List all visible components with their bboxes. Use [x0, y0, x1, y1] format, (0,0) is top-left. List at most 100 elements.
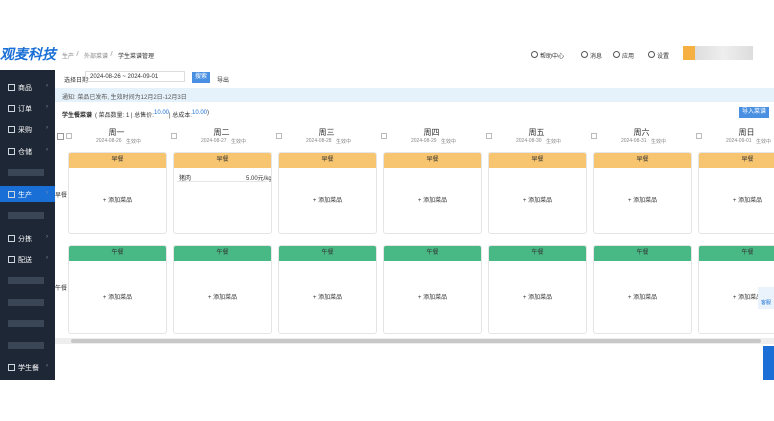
add-dish[interactable]: + 添加菜品 [102, 198, 133, 204]
header-action[interactable]: 应用 [622, 54, 635, 60]
action-icon [613, 51, 620, 58]
day-checkbox [591, 133, 597, 139]
select-all [57, 133, 64, 140]
sidebar-icon [8, 126, 15, 133]
add-dish[interactable]: + 添加菜品 [627, 294, 658, 301]
card-header: 早餐 [69, 153, 166, 168]
sidebar-blur [8, 277, 44, 284]
sidebar-item[interactable]: 采购 [18, 127, 32, 134]
add-dish[interactable]: + 添加菜品 [207, 294, 238, 301]
header-action[interactable]: 消息 [590, 54, 603, 60]
day-name: 周二 [213, 128, 230, 137]
summary-part: ) [207, 110, 209, 116]
sidebar-icon [8, 148, 15, 155]
sidebar-icon [8, 364, 15, 371]
sidebar-item[interactable]: 学生餐 [18, 365, 39, 372]
sidebar-item[interactable]: 订单 [18, 106, 32, 113]
sidebar-item[interactable]: 商品 [18, 85, 32, 92]
header-action[interactable]: 设置 [657, 54, 670, 60]
day-name: 周日 [738, 128, 755, 137]
sidebar-item[interactable]: 仓储 [18, 149, 32, 156]
action-icon [581, 51, 588, 58]
sidebar-blur [8, 212, 44, 219]
avatar-blur [683, 46, 753, 60]
sidebar [0, 70, 55, 380]
day-status: 生效中 [651, 139, 667, 145]
sidebar-icon [8, 191, 15, 198]
card-header: 午餐 [69, 246, 166, 261]
day-checkbox [171, 133, 177, 139]
sidebar-icon [8, 105, 15, 112]
card-header: 午餐 [279, 246, 376, 261]
meal-card: 午餐 + 添加菜品 [488, 245, 587, 334]
meal-label: 午餐 [55, 286, 68, 292]
sidebar-item[interactable]: 配送 [18, 257, 32, 264]
export-button[interactable]: 导出 [217, 78, 230, 84]
add-dish[interactable]: + 添加菜品 [312, 294, 343, 301]
sidebar-arrow: › [46, 255, 48, 261]
action-icon [648, 51, 655, 58]
day-checkbox [486, 133, 492, 139]
day-date: 2024-08-29 [411, 138, 437, 144]
card-header: 早餐 [594, 153, 691, 168]
add-dish[interactable]: + 添加菜品 [522, 198, 553, 204]
summary-part: ( 菜品数量: 1 | 总售价: [95, 113, 154, 119]
day-date: 2024-08-28 [306, 138, 332, 144]
sidebar-item[interactable]: 分拣 [18, 236, 32, 243]
day-name: 周三 [318, 128, 335, 137]
breadcrumb-item[interactable]: 生产 [62, 54, 75, 60]
service-float[interactable]: 客服 [758, 287, 774, 309]
add-dish[interactable]: + 添加菜品 [522, 294, 553, 301]
help-float [763, 346, 774, 380]
day-date: 2024-08-26 [96, 138, 122, 144]
day-status: 生效中 [231, 139, 247, 145]
sidebar-active [0, 186, 55, 202]
meal-card: 早餐 猪肉 5.00元/kg [173, 152, 272, 234]
day-date: 2024-08-30 [516, 138, 542, 144]
day-name: 周四 [423, 128, 440, 137]
breadcrumb-item[interactable]: 外部菜谱 [84, 54, 109, 60]
notice: 通知: 菜品已发布, 生效时间为12月2日-12月3日 [62, 95, 187, 101]
sidebar-blur [8, 299, 44, 306]
meal-card: 午餐 + 添加菜品 [173, 245, 272, 334]
day-name: 周五 [528, 128, 545, 137]
dish-name: 猪肉 [179, 176, 192, 182]
add-dish[interactable]: + 添加菜品 [732, 198, 763, 204]
breadcrumb-sep [110, 50, 113, 57]
add-dish[interactable]: + 添加菜品 [627, 198, 658, 204]
add-dish[interactable]: + 添加菜品 [312, 198, 343, 204]
add-dish[interactable]: + 添加菜品 [732, 294, 763, 301]
meal-card: 早餐 + 添加菜品 [278, 152, 377, 234]
summary-part: 10.00 [192, 110, 208, 116]
day-status: 生效中 [336, 139, 352, 145]
card-header: 早餐 [384, 153, 481, 168]
day-name: 周六 [633, 128, 650, 137]
import-button[interactable]: 导入菜谱 [739, 107, 769, 118]
card-header: 午餐 [594, 246, 691, 261]
meal-label: 早餐 [55, 193, 68, 199]
day-date: 2024-09-01 [726, 138, 752, 144]
card-header: 午餐 [174, 246, 271, 261]
sidebar-arrow: › [46, 190, 48, 196]
sidebar-icon [8, 84, 15, 91]
sidebar-item[interactable]: 生产 [18, 192, 32, 199]
day-status: 生效中 [126, 139, 142, 145]
date-range[interactable]: 2024-08-26 ~ 2024-09-01 [85, 71, 185, 82]
summary-part: 10.00 [154, 110, 170, 116]
day-checkbox [276, 133, 282, 139]
sidebar-arrow: › [46, 363, 48, 369]
meal-card: 午餐 + 添加菜品 [278, 245, 377, 334]
sidebar-icon [8, 235, 15, 242]
card-header: 早餐 [489, 153, 586, 168]
search-button[interactable]: 搜索 [192, 72, 210, 83]
day-date: 2024-08-31 [621, 138, 647, 144]
card-header: 早餐 [279, 153, 376, 168]
add-dish[interactable]: + 添加菜品 [417, 198, 448, 204]
day-checkbox [66, 133, 72, 139]
sidebar-arrow: › [46, 83, 48, 89]
sidebar-blur [8, 342, 44, 349]
day-checkbox [381, 133, 387, 139]
add-dish[interactable]: + 添加菜品 [102, 294, 133, 301]
header-action[interactable]: 帮助中心 [540, 54, 565, 60]
add-dish[interactable]: + 添加菜品 [417, 294, 448, 301]
